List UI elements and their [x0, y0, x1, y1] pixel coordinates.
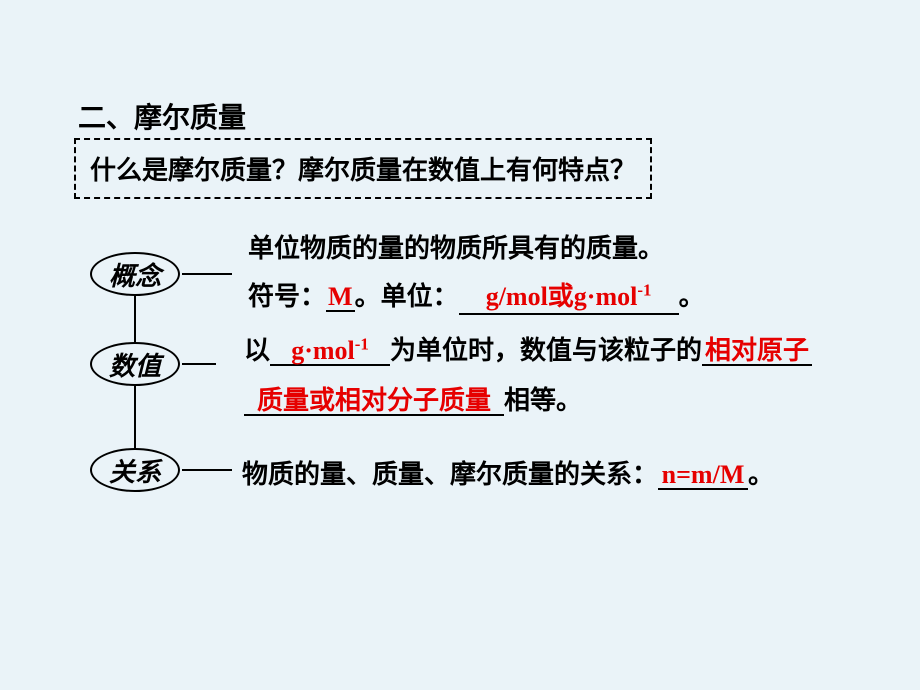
relation-label: 物质的量、质量、摩尔质量的关系：	[242, 460, 658, 489]
relation-formula: n=m/M	[662, 460, 745, 489]
connector-concept	[182, 273, 232, 275]
section-heading: 二、摩尔质量	[78, 96, 246, 136]
concept-definition: 单位物质的量的物质所具有的质量。	[248, 228, 664, 265]
value-line2: 质量或相对分子质量相等。	[244, 380, 582, 417]
question-box: 什么是摩尔质量？摩尔质量在数值上有何特点？	[74, 138, 652, 199]
value-answer2: 质量或相对分子质量	[257, 386, 491, 415]
value-suffix: 相等。	[504, 386, 582, 415]
value-unit: g·mol-1	[291, 336, 369, 365]
relation-period: 。	[748, 460, 774, 489]
unit-value: g/mol或g·mol-1	[486, 282, 652, 311]
value-line1: 以 g·mol-1 为单位时，数值与该粒子的相对原子	[244, 330, 812, 367]
symbol-value: M	[328, 282, 353, 311]
concept-symbol-unit: 符号：M。单位： g/mol或g·mol-1 。	[248, 276, 705, 315]
connector-vertical-2	[134, 386, 136, 448]
relation-line: 物质的量、质量、摩尔质量的关系：n=m/M。	[242, 454, 774, 491]
concept-definition-text: 单位物质的量的物质所具有的质量。	[248, 234, 664, 263]
value-answer1: 相对原子	[705, 336, 809, 365]
concept-period: 。	[679, 282, 705, 311]
value-prefix: 以	[244, 336, 270, 365]
connector-vertical-1	[134, 296, 136, 342]
symbol-label: 符号：	[248, 282, 326, 311]
connector-relation	[182, 469, 232, 471]
connector-value-extra	[198, 363, 216, 365]
unit-label: 。单位：	[355, 282, 459, 311]
node-value: 数值	[90, 342, 180, 386]
node-relation: 关系	[90, 448, 180, 492]
value-mid: 为单位时，数值与该粒子的	[390, 336, 702, 365]
node-concept: 概念	[90, 252, 180, 296]
